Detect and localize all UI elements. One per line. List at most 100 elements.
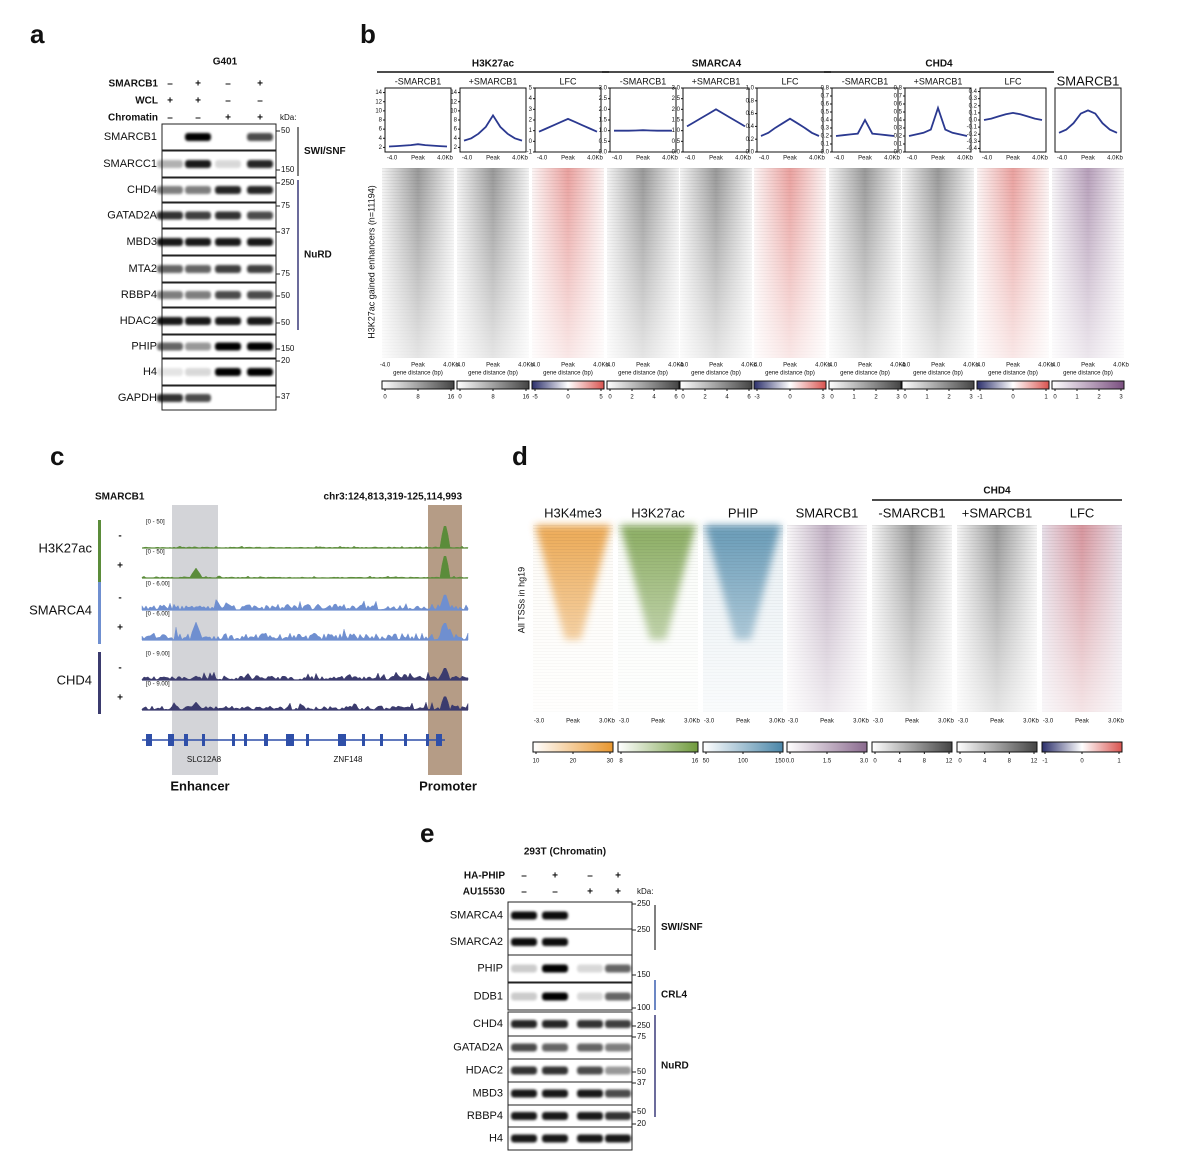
heatmap-x-tick: -4.0 [900,363,911,369]
condition-label: WCL [135,96,158,107]
heatmap-x-tick: Peak [736,719,751,725]
condition-sign: – [225,79,231,90]
profile-line [686,108,746,128]
blot-band [185,238,211,246]
heatmap-title: SMARCB1 [796,505,859,520]
y-tick-label: 2.5 [599,96,608,102]
heatmap-x-tick: 3.0Kb [769,719,785,725]
complex-label: SWI/SNF [661,922,703,933]
blot-band [542,1134,568,1143]
heatmap-x-tick: 3.0Kb [599,719,615,725]
condition-sign: – [225,96,231,107]
x-tick-label: -4.0 [462,156,473,162]
blot-band [247,317,273,325]
heatmap-x-tick: -3.0 [788,719,799,725]
heatmap-x-tick: Peak [931,363,946,369]
blot-label: H4 [489,1132,503,1144]
marker-label: 250 [637,1021,651,1030]
heatmap-x-tick: Peak [1081,363,1096,369]
exon [306,734,309,746]
heatmap-x-tick: -3.0 [704,719,715,725]
y-tick-label: 1.5 [672,118,681,124]
marker-label: 37 [281,392,290,401]
blot-band [157,317,183,325]
heatmap-title: LFC [1070,505,1095,520]
blot-band [542,911,568,920]
blot-band [247,133,273,141]
colorbar-tick-label: 0 [458,395,462,401]
x-tick-label: 4.0Kb [437,156,453,162]
track-sign: - [118,593,121,604]
heatmap-x-tick: Peak [566,719,581,725]
y-tick-label: 0.4 [746,124,755,130]
x-tick-label: 4.0Kb [662,156,678,162]
track-range: [0 - 9.00] [146,652,170,658]
coverage-track [141,621,469,641]
blot-band [185,317,211,325]
exon [168,734,174,746]
y-tick-label: 0.3 [969,96,978,102]
y-tick-label: 0.2 [746,137,755,143]
y-tick-label: 0.8 [821,86,830,92]
colorbar-tick-label: 30 [607,759,614,765]
x-tick-label: -4.0 [759,156,770,162]
blot-band [215,342,241,351]
y-tick-label: 0.3 [894,126,903,132]
blot-label: RBBP4 [121,289,157,301]
condition-sign: + [167,96,173,107]
heatmap-x-tick: Peak [709,363,724,369]
y-tick-label: 4 [379,136,383,142]
heatmap-fade [829,168,901,358]
blot-band [157,238,183,246]
condition-sign: + [225,113,231,124]
region-label: Promoter [419,778,477,793]
heatmap-fade [957,525,1037,712]
track-range: [0 - 50] [146,520,165,526]
heatmap-x-tick: Peak [561,363,576,369]
gene-label: ZNF148 [334,755,363,764]
marker-label: 100 [637,1003,651,1012]
kda-label: kDa: [280,113,296,122]
colorbar-tick-label: 2 [947,395,951,401]
marker-label: 150 [281,165,295,174]
colorbar-tick-label: 4 [983,759,987,765]
colorbar [1041,741,1123,753]
heatmap-x-tick: Peak [651,719,666,725]
colorbar [1051,380,1125,390]
heatmap-x-tick: Peak [411,363,426,369]
colorbar-tick-label: 16 [692,759,699,765]
blot-band [542,1020,568,1028]
blot-band [511,1020,537,1028]
y-tick-label: -0.1 [967,125,978,131]
heatmap-fade [872,525,952,712]
x-tick-label: Peak [931,156,946,162]
exon [436,734,442,746]
blot-band [511,1066,537,1075]
heatmap-x-tick: 4.0Kb [1113,363,1129,369]
blot-band [542,938,568,946]
colorbar [786,741,868,753]
exon [380,734,383,746]
x-tick-label: Peak [636,156,651,162]
marker-label: 50 [637,1107,646,1116]
colorbar [901,380,975,390]
blot-band [215,238,241,246]
blot-band [185,368,211,376]
heatmap-x-tick: Peak [905,719,920,725]
blot-band [185,394,211,402]
heatmap-fade [902,168,974,358]
y-tick-label: 0.2 [969,103,978,109]
condition-sign: + [587,887,593,898]
heatmap-title: -SMARCB1 [878,505,945,520]
colorbar-tick-label: 8 [491,395,495,401]
heatmap-x-tick: 3.0Kb [1108,719,1124,725]
blot-band [577,964,603,973]
sample-label: SMARCB1 [95,492,145,503]
blot-band [605,1134,631,1143]
colorbar-tick-label: 16 [448,395,455,401]
blot-band [157,160,183,168]
colorbar-tick-label: 0 [958,759,962,765]
x-tick-label: Peak [486,156,501,162]
blot-band [577,992,603,1001]
group-title: SMARCB1 [1057,73,1120,88]
